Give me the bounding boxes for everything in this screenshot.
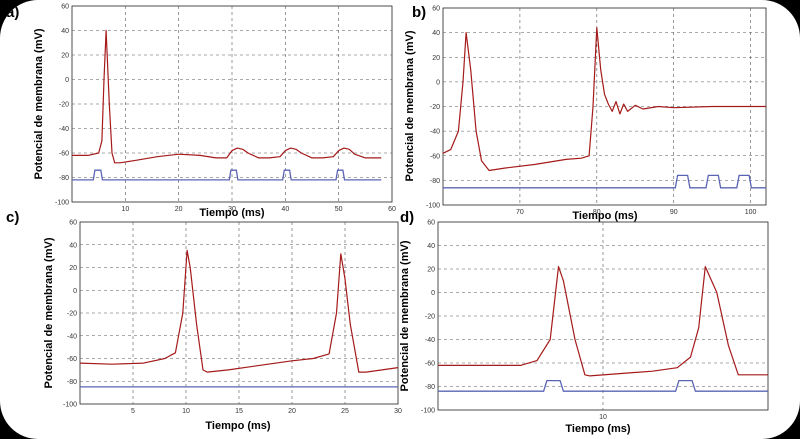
y-tick-label: -100 xyxy=(55,200,69,207)
x-axis-label-d: Tiempo (ms) xyxy=(565,423,631,435)
y-tick-label: 20 xyxy=(427,267,435,274)
x-tick-label: 10 xyxy=(599,414,607,421)
series-stimulus-b xyxy=(443,174,766,189)
y-tick-label: 60 xyxy=(427,220,435,227)
y-tick-label: -60 xyxy=(425,361,435,368)
panel-d: -100 -80 -60 -40 -20 0 20 40 60 10 d) Tiempo (ms) Po… xyxy=(399,209,769,435)
panel-b: -100 -80 -60 -40 -20 0 20 40 60 70 80 90 100 b) Tiempo… xyxy=(404,4,767,222)
panel-letter-d: d) xyxy=(400,209,414,226)
y-tick-label: -20 xyxy=(425,314,435,321)
x-axis-label-b: Tiempo (ms) xyxy=(572,210,638,222)
x-tick-label: 80 xyxy=(593,209,601,216)
y-tick-label: -100 xyxy=(421,408,435,415)
y-tick-label: -20 xyxy=(430,104,440,111)
y-tick-label: -40 xyxy=(67,333,77,340)
y-tick-label: -40 xyxy=(59,126,69,133)
y-tick-label: 60 xyxy=(432,6,440,13)
series-membrane_potential-b xyxy=(442,27,766,172)
y-tick-label: 20 xyxy=(69,265,77,272)
y-tick-label: 40 xyxy=(427,243,435,250)
series-membrane_potential-a xyxy=(72,29,382,164)
y-tick-label: 60 xyxy=(61,4,69,11)
y-tick-label: 60 xyxy=(69,220,77,227)
y-tick-label: 0 xyxy=(431,290,435,297)
y-tick-label: -80 xyxy=(67,379,77,386)
x-tick-label: 60 xyxy=(388,206,396,213)
x-tick-label: 90 xyxy=(670,209,678,216)
panel-letter-c: c) xyxy=(6,209,19,226)
x-tick-label: 20 xyxy=(288,408,296,415)
y-tick-label: -60 xyxy=(67,356,77,363)
panel-a: -100 -80 -60 -40 -20 0 20 40 60 10 20 30 40 50 60 a) Tie… xyxy=(6,4,396,220)
x-tick-label: 20 xyxy=(175,206,183,213)
x-tick-label: 30 xyxy=(228,206,236,213)
series-stimulus-d xyxy=(438,379,768,392)
x-tick-label: 100 xyxy=(745,209,757,216)
y-tick-label: -20 xyxy=(67,311,77,318)
x-tick-label: 15 xyxy=(235,408,243,415)
y-tick-label: -80 xyxy=(425,384,435,391)
x-tick-label: 10 xyxy=(182,408,190,415)
x-tick-label: 40 xyxy=(281,206,289,213)
y-tick-label: -20 xyxy=(59,102,69,109)
y-tick-label: 40 xyxy=(61,28,69,35)
x-tick-label: 25 xyxy=(341,408,349,415)
y-axis-label-a: Potencial de membrana (mV) xyxy=(33,28,45,179)
y-axis-label-c: Potencial de membrana (mV) xyxy=(43,237,55,388)
panel-letter-b: b) xyxy=(412,4,426,21)
y-tick-label: 0 xyxy=(65,77,69,84)
y-tick-label: -80 xyxy=(59,175,69,182)
series-stimulus-a xyxy=(72,169,382,181)
y-tick-label: 20 xyxy=(61,53,69,60)
y-tick-label: -40 xyxy=(425,337,435,344)
y-tick-label: -100 xyxy=(63,402,77,409)
panel-c: -100 -80 -60 -40 -20 0 20 40 60 5 10 15 20 25 30 c) Tiem… xyxy=(6,209,402,432)
panel-letter-a: a) xyxy=(6,4,19,21)
y-axis-label-d: Potencial de membrana (mV) xyxy=(399,240,411,391)
y-tick-label: 0 xyxy=(73,288,77,295)
x-tick-label: 50 xyxy=(335,206,343,213)
x-tick-label: 5 xyxy=(131,408,135,415)
y-tick-label: -60 xyxy=(430,153,440,160)
y-axis-label-b: Potencial de membrana (mV) xyxy=(404,30,416,181)
x-tick-label: 10 xyxy=(121,206,129,213)
y-tick-label: -100 xyxy=(426,203,440,210)
x-axis-label-a: Tiempo (ms) xyxy=(199,207,265,219)
y-tick-label: 0 xyxy=(436,79,440,86)
x-tick-label: 70 xyxy=(516,209,524,216)
y-tick-label: 40 xyxy=(432,30,440,37)
y-tick-label: -40 xyxy=(430,129,440,136)
x-axis-label-c: Tiempo (ms) xyxy=(205,420,271,432)
series-membrane_potential-d xyxy=(438,266,768,377)
y-tick-label: -60 xyxy=(59,151,69,158)
x-tick-label: 30 xyxy=(394,408,402,415)
y-tick-label: 40 xyxy=(69,242,77,249)
y-tick-label: -80 xyxy=(430,178,440,185)
series-membrane_potential-c xyxy=(79,249,399,373)
y-tick-label: 20 xyxy=(432,55,440,62)
